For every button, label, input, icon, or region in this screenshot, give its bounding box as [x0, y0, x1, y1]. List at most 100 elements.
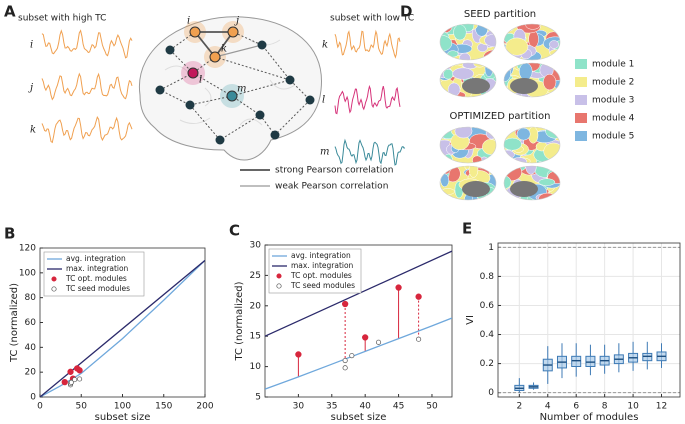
node-k	[209, 51, 221, 63]
brain-outline	[439, 23, 497, 61]
y-tick-label: 120	[19, 244, 36, 254]
legend-marker	[51, 286, 57, 292]
legend-label: avg. integration	[66, 254, 126, 263]
box	[585, 355, 596, 367]
series-label: k	[322, 40, 328, 51]
brain-patch	[475, 24, 489, 37]
x-tick-label: 10	[627, 402, 639, 412]
medial-wall	[510, 78, 538, 94]
y-tick-label: 40	[25, 343, 37, 353]
brain-patch	[468, 166, 479, 178]
y-tick-label: 80	[25, 293, 37, 303]
brain-patch	[452, 67, 474, 80]
y-tick-label: 0	[488, 388, 494, 398]
y-axis-label: VI	[465, 315, 476, 325]
legend-label: module 2	[592, 78, 634, 88]
data-point	[341, 300, 349, 308]
axes-frame	[39, 247, 206, 398]
legend-label: TC opt. modules	[65, 274, 127, 283]
y-tick-label: 20	[250, 301, 262, 311]
x-tick-label: 0	[37, 402, 43, 412]
legend-label: module 4	[592, 114, 635, 124]
brain-patch	[525, 24, 541, 30]
time-series	[41, 116, 133, 144]
legend-label: max. integration	[291, 261, 354, 270]
axes-frame	[264, 244, 453, 398]
series-label: j	[28, 83, 33, 94]
legend-swatch	[575, 77, 587, 87]
series-label: l	[322, 95, 325, 106]
data-point	[415, 293, 422, 300]
x-tick-label: 50	[426, 402, 438, 412]
x-tick-label: 30	[293, 402, 305, 412]
data-point	[61, 378, 68, 386]
series-line	[265, 317, 452, 390]
data-point	[375, 339, 382, 345]
brain-patch	[504, 24, 515, 32]
x-axis-label: Number of modules	[540, 412, 639, 423]
node-i	[189, 26, 201, 38]
box	[642, 352, 653, 362]
brain-patch	[459, 52, 471, 60]
node-label: j	[234, 16, 239, 27]
data-point	[342, 357, 348, 364]
brain-patch	[440, 173, 450, 187]
y-tick-label: 0.4	[480, 330, 495, 340]
x-axis-label: subset size	[331, 412, 387, 423]
x-tick-label: 6	[573, 402, 579, 412]
series-label: i	[30, 40, 33, 51]
legend-marker	[276, 283, 282, 289]
series-label: k	[30, 125, 36, 136]
brain-patch	[516, 127, 531, 141]
legend-swatch	[575, 95, 587, 105]
time-series	[334, 84, 401, 115]
legend-label: avg. integration	[291, 251, 351, 260]
brain-patch	[543, 142, 560, 161]
brain-patch	[504, 166, 522, 181]
y-tick-label: 25	[250, 271, 261, 281]
seed-title: SEED partition	[464, 9, 536, 20]
brain-patch	[505, 37, 529, 56]
node-m	[226, 90, 238, 102]
legend-label: TC opt. modules	[290, 271, 352, 280]
legend-label: module 1	[592, 60, 634, 70]
x-tick-label: 45	[393, 402, 404, 412]
legend-swatch	[575, 113, 587, 123]
legend-label: weak Pearson correlation	[275, 182, 388, 192]
legend-label: module 5	[592, 132, 634, 142]
y-tick-label: 0.2	[480, 359, 494, 369]
brain-patch	[504, 127, 522, 131]
panel-label: E	[462, 220, 472, 238]
axes-frame	[497, 242, 681, 398]
brain-outline	[503, 126, 561, 164]
brain-patch	[440, 188, 455, 195]
legend-label: TC seed modules	[290, 281, 355, 290]
brain	[504, 127, 560, 163]
x-tick-label: 12	[656, 402, 667, 412]
series-label: m	[320, 147, 329, 158]
brain-patch	[518, 63, 533, 81]
x-tick-label: 50	[76, 402, 88, 412]
data-point	[416, 336, 422, 342]
y-axis-label: TC (normalized)	[9, 283, 20, 363]
series-line	[265, 250, 452, 337]
node-label: k	[221, 44, 227, 55]
panel-label: D	[400, 3, 412, 21]
legend-swatch	[575, 59, 587, 69]
brain-patch	[472, 155, 483, 163]
x-tick-label: 200	[196, 402, 213, 412]
legend-marker	[276, 273, 282, 279]
plot-area	[498, 243, 680, 397]
brain-outline	[503, 23, 561, 61]
high-tc-title: subset with high TC	[18, 14, 106, 24]
brain	[440, 127, 496, 163]
brain	[504, 63, 560, 97]
brain-patch	[528, 30, 539, 48]
data-point	[76, 367, 83, 374]
brain-patch	[440, 35, 453, 52]
network-nodes	[155, 40, 315, 145]
medial-wall	[510, 181, 538, 197]
panel-label: C	[229, 222, 240, 240]
data-point	[395, 284, 402, 291]
x-tick-label: 150	[155, 402, 172, 412]
